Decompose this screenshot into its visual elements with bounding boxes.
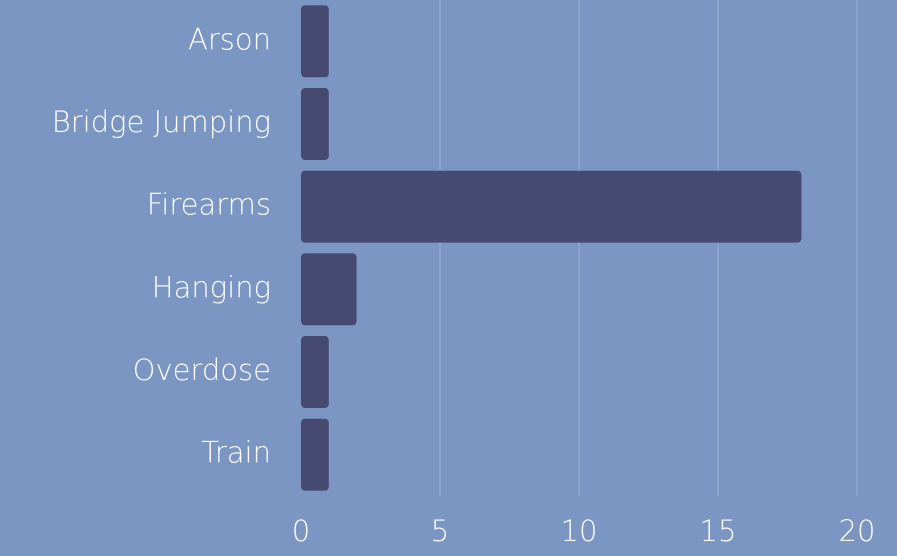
bar [301,5,329,78]
y-tick-label: Arson [188,22,271,56]
y-tick-label: Bridge Jumping [52,105,271,139]
y-tick-label: Firearms [147,188,271,222]
bar [301,170,802,243]
y-tick-label: Overdose [133,353,271,387]
y-tick-label: Train [201,436,271,470]
bar [301,88,329,160]
x-tick-label: 15 [700,514,737,548]
x-tick-label: 5 [431,514,449,548]
bar [301,418,329,491]
bar [301,253,357,326]
x-tick-label: 0 [292,514,310,548]
x-tick-label: 10 [561,514,598,548]
x-tick-label: 20 [839,514,876,548]
y-tick-label: Hanging [152,270,271,304]
bar [301,336,329,408]
